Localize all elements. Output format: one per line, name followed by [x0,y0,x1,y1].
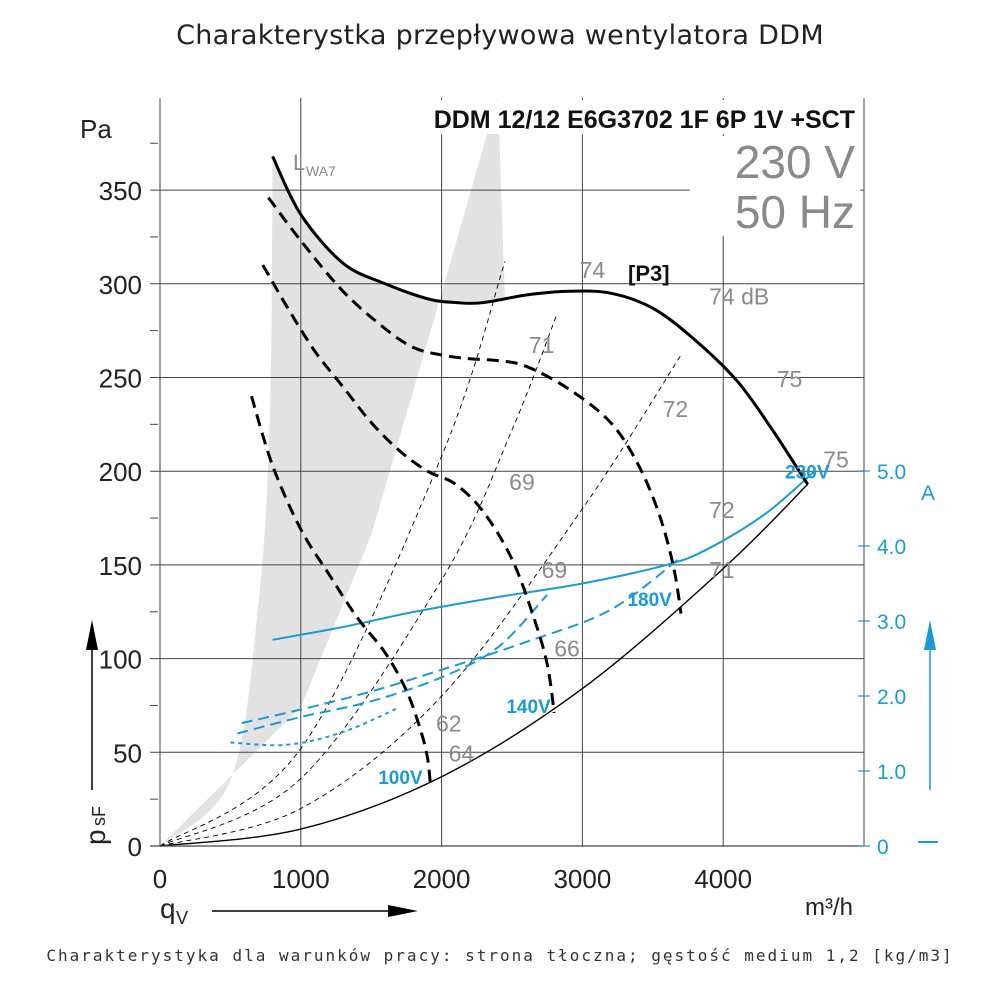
y2-axis-unit: A [921,482,935,505]
system-curve-1 [160,483,809,847]
y2-tick-label: 2.0 [877,686,906,709]
y-tick-label: 150 [99,551,142,581]
x-tick-label: 1000 [272,864,330,894]
sound-level-label: 72 [663,396,689,422]
sound-level-label: 71 [709,557,735,583]
x-arrow-head [388,905,418,917]
sound-level-label: 69 [509,469,535,495]
shaded-region [160,98,505,846]
y-tick-label: 300 [99,270,142,300]
sound-level-label: 75 [777,366,803,392]
y2-tick-label: 4.0 [877,536,906,559]
y-tick-label: 100 [99,645,142,675]
footer-note: Charakterystyka dla warunków pracy: stro… [46,946,954,965]
y-axis-subscript: sF [89,806,109,826]
model-label: DDM 12/12 E6G3702 1F 6P 1V +SCT [434,106,855,134]
sound-level-label: 66 [554,636,580,662]
operating-point-label: [P3] [628,261,670,286]
pressure-curve-230V [271,155,809,486]
y-tick-label: 50 [113,738,142,768]
system-curve-3 [160,313,558,847]
y2-arrow-head [924,620,936,650]
y2-tick-label: 5.0 [877,461,906,484]
shaded-region-label: L [293,150,305,175]
voltage-curve-label: 140V [506,697,551,718]
y-tick-label: 200 [99,457,142,487]
y-arrow-head [86,620,98,650]
y2-tick-label: 1.0 [877,761,906,784]
sound-level-label: 75 [823,446,849,472]
pressure-curve-140V [261,264,556,714]
sound-level-label: 74 dB [709,283,769,309]
y-tick-label: 250 [99,364,142,394]
voltage-bg [690,136,860,236]
shaded-region-sub: WA7 [306,163,336,179]
sound-level-label: 72 [709,497,735,523]
y2-tick-label: 0 [877,836,889,859]
y-tick-label: 0 [128,832,142,862]
current-curve-140V [237,594,548,735]
sound-level-label: 74 [580,257,606,283]
system-curve-4 [160,261,506,847]
current-curve-100V [230,706,400,747]
page-title: Charakterystka przepływowa wentylatora D… [176,20,824,51]
x-axis-symbol: q [160,893,176,924]
current-curve-230V [272,470,816,641]
model-bg [360,100,860,134]
x-tick-label: 2000 [413,864,471,894]
y-axis-unit: Pa [80,114,112,144]
y-tick-label: 350 [99,176,142,206]
frequency-label: 50 Hz [735,186,855,238]
voltage-label: 230 V [735,136,856,188]
sound-level-label: 71 [529,332,555,358]
pressure-curve-100V [250,395,432,785]
sound-level-label: 69 [542,557,568,583]
x-axis-unit: m³/h [805,894,853,921]
system-curve-2 [160,354,682,847]
y2-tick-label: 3.0 [877,611,906,634]
x-tick-label: 4000 [694,864,752,894]
y-axis-symbol: p [80,829,111,845]
voltage-curve-label: 100V [378,768,423,789]
x-axis-subscript: V [176,908,188,928]
voltage-curve-label: 230V [785,463,830,484]
sound-level-label: 62 [436,711,462,737]
x-tick-label: 0 [153,864,167,894]
pressure-curve-180V [267,196,683,614]
x-tick-label: 3000 [553,864,611,894]
voltage-curve-label: 180V [627,590,672,611]
sound-level-label: 64 [449,741,475,767]
